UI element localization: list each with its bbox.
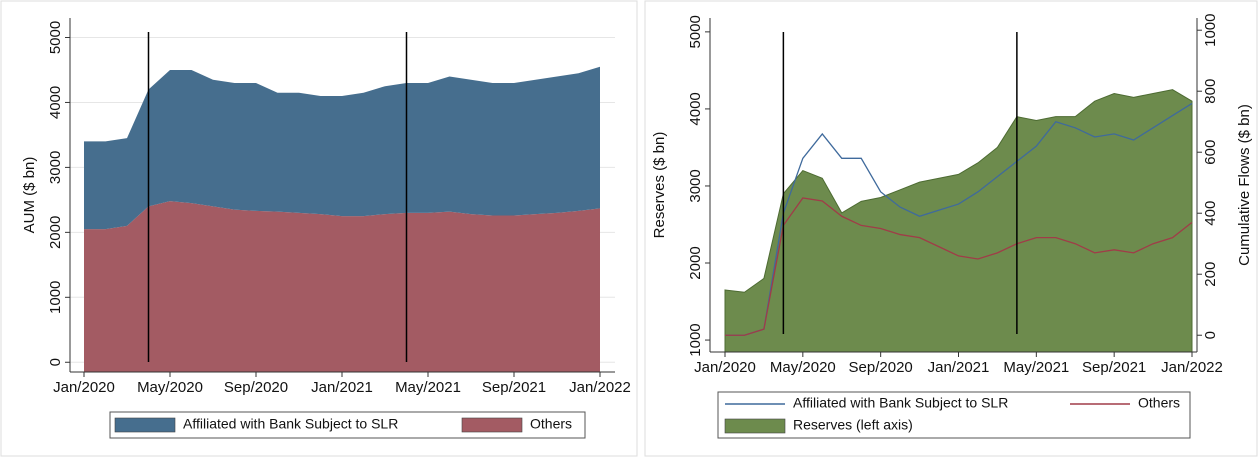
legend-swatch [461, 417, 523, 433]
area [84, 66, 600, 230]
y2-tick-label: 200 [1202, 262, 1219, 287]
y-tick-label: 3000 [47, 151, 64, 184]
y-tick-label: 1000 [687, 323, 704, 356]
y-tick-label: 2000 [47, 216, 64, 249]
panel-border [644, 0, 1258, 457]
x-tick-label: Jan/2020 [53, 379, 115, 396]
y-tick-label: 3000 [687, 169, 704, 202]
area [84, 201, 600, 372]
y-axis-title: AUM ($ bn) [21, 157, 38, 234]
y-tick-label: 2000 [687, 246, 704, 279]
legend-label: Others [530, 416, 572, 432]
area [724, 89, 1193, 353]
y2-tick-label: 400 [1202, 201, 1219, 226]
y2-tick-label: 800 [1202, 79, 1219, 104]
x-tick-label: Jan/2020 [694, 359, 756, 376]
x-tick-label: May/2020 [137, 379, 203, 396]
y2-tick-label: 600 [1202, 140, 1219, 165]
legend-label: Affiliated with Bank Subject to SLR [793, 395, 1008, 411]
y-axis-title: Reserves ($ bn) [651, 132, 668, 239]
y-tick-label: 5000 [47, 21, 64, 54]
legend-swatch [114, 417, 176, 433]
x-tick-label: May/2021 [1003, 359, 1069, 376]
legend-label: Affiliated with Bank Subject to SLR [183, 416, 398, 432]
x-tick-label: Sep/2021 [482, 379, 546, 396]
x-tick-label: May/2021 [395, 379, 461, 396]
x-tick-label: May/2020 [770, 359, 836, 376]
y-tick-label: 5000 [687, 15, 704, 48]
x-tick-label: Sep/2020 [849, 359, 913, 376]
x-tick-label: Jan/2022 [569, 379, 631, 396]
x-tick-label: Sep/2021 [1082, 359, 1146, 376]
legend-swatch [724, 418, 786, 434]
line [725, 102, 1193, 336]
y-tick-label: 4000 [687, 92, 704, 125]
y-tick-label: 4000 [47, 86, 64, 119]
panel-border [0, 0, 638, 457]
y2-tick-label: 1000 [1202, 14, 1219, 47]
x-tick-label: Jan/2022 [1161, 359, 1223, 376]
legend-label: Others [1138, 395, 1180, 411]
line [725, 197, 1193, 336]
y2-tick-label: 0 [1202, 331, 1219, 339]
y-tick-label: 0 [47, 358, 64, 366]
legend-box [717, 391, 1191, 439]
legend-label: Reserves (left axis) [793, 417, 913, 433]
x-tick-label: Sep/2020 [224, 379, 288, 396]
x-tick-label: Jan/2021 [311, 379, 373, 396]
y-tick-label: 1000 [47, 281, 64, 314]
x-tick-label: Jan/2021 [928, 359, 990, 376]
y2-axis-title: Cumulative Flows ($ bn) [1236, 104, 1253, 266]
